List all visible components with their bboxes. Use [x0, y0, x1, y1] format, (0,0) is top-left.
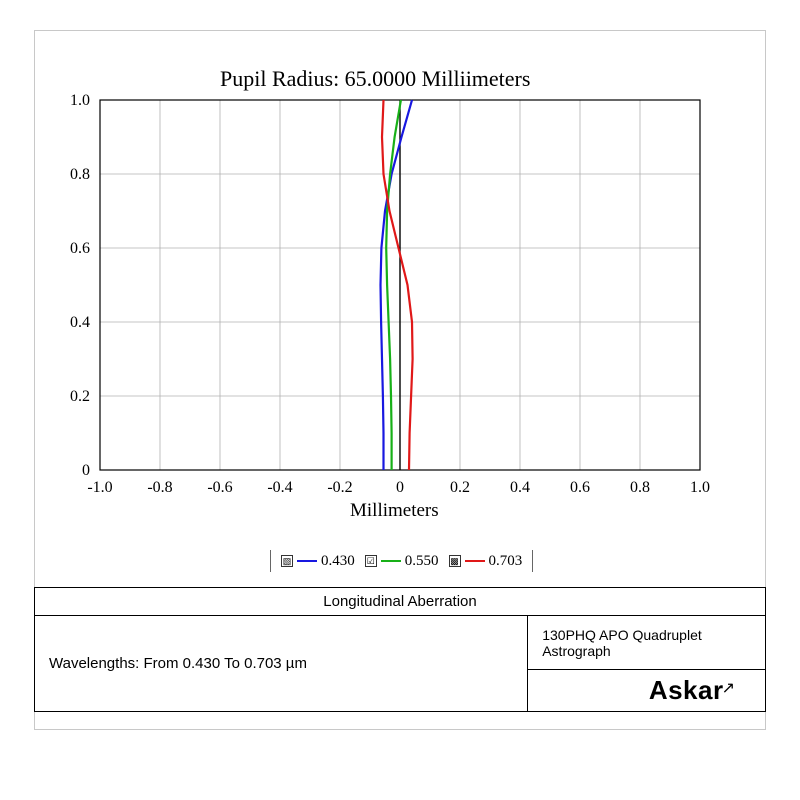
xtick-label: -0.8 [147, 479, 172, 496]
ytick-label: 0.6 [70, 240, 90, 257]
product-cell: 130PHQ APO Quadruplet Astrograph [528, 616, 766, 670]
xtick-label: 0 [396, 479, 404, 496]
legend-item-0.550: ☑ 0.550 [365, 553, 439, 570]
chart-title: Pupil Radius: 65.0000 Milliimeters [220, 66, 530, 92]
legend-item-0.703: ▩ 0.703 [449, 553, 523, 570]
legend-checkbox-icon: ☑ [365, 555, 377, 567]
ytick-label: 0.4 [70, 314, 90, 331]
xtick-label: 0.8 [630, 479, 650, 496]
xtick-label: -0.6 [207, 479, 232, 496]
xtick-label: -0.2 [327, 479, 352, 496]
ytick-label: 0.8 [70, 166, 90, 183]
xtick-label: -0.4 [267, 479, 292, 496]
info-table: Longitudinal Aberration Wavelengths: Fro… [34, 587, 766, 712]
xtick-label: 0.4 [510, 479, 530, 496]
legend-checkbox-icon: ▩ [449, 555, 461, 567]
legend-label: 0.703 [489, 553, 523, 570]
chart-legend: ▧ 0.430 ☑ 0.550 ▩ 0.703 [270, 550, 533, 572]
aberration-chart: -1.0-0.8-0.6-0.4-0.200.20.40.60.81.000.2… [100, 100, 700, 470]
legend-color-swatch [297, 560, 317, 562]
legend-color-swatch [465, 560, 485, 562]
xtick-label: 1.0 [690, 479, 710, 496]
ytick-label: 0 [82, 462, 90, 479]
legend-label: 0.430 [321, 553, 355, 570]
x-axis-label: Millimeters [350, 500, 439, 522]
xtick-label: 0.2 [450, 479, 470, 496]
legend-color-swatch [381, 560, 401, 562]
wavelengths-cell: Wavelengths: From 0.430 To 0.703 µm [35, 616, 528, 712]
xtick-label: -1.0 [87, 479, 112, 496]
series-0.550 [386, 100, 401, 470]
brand-logo: Askar [649, 675, 724, 705]
ytick-label: 0.2 [70, 388, 90, 405]
legend-label: 0.550 [405, 553, 439, 570]
xtick-label: 0.6 [570, 479, 590, 496]
legend-item-0.430: ▧ 0.430 [281, 553, 355, 570]
info-header: Longitudinal Aberration [35, 588, 766, 616]
ytick-label: 1.0 [70, 92, 90, 109]
legend-checkbox-icon: ▧ [281, 555, 293, 567]
